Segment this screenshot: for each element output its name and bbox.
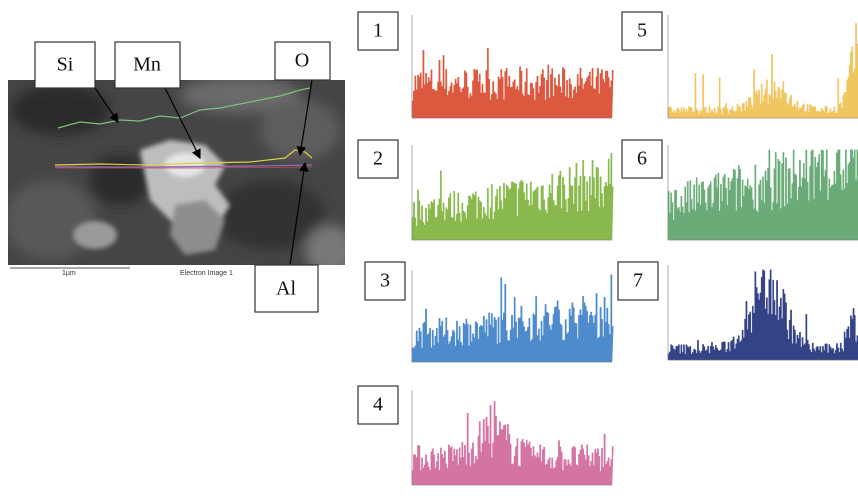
panel-number: 7 (633, 270, 643, 292)
panel-number: 1 (373, 20, 383, 42)
spectrum (412, 275, 613, 362)
panel-number: 2 (373, 148, 383, 170)
element-label: Al (276, 278, 296, 300)
panel-number: 6 (637, 148, 647, 170)
figure: 1μm Electron Image 1 Si Mn O Al 1 2 3 4 5 6 7 (0, 0, 858, 496)
image-caption: Electron Image 1 (180, 270, 233, 277)
scale-label: 1μm (62, 270, 76, 277)
spectrum (412, 153, 613, 240)
spectrum (668, 270, 858, 360)
spectrum (412, 401, 613, 485)
element-label: O (295, 50, 309, 72)
spectrum (668, 23, 858, 118)
panel-number: 3 (380, 270, 390, 292)
element-label: Si (57, 54, 74, 76)
panel-number: 5 (637, 20, 647, 42)
panel-number: 4 (373, 394, 383, 416)
spectrum (412, 48, 613, 118)
line-scans: 1 2 3 4 5 6 7 (358, 12, 858, 485)
spectrum (668, 150, 858, 240)
element-label: Mn (133, 54, 161, 76)
